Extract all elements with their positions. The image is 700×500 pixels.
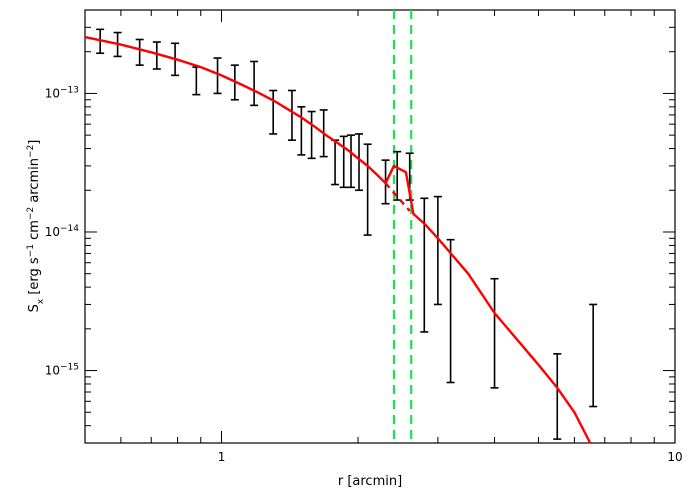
x-axis-label: r [arcmin]	[338, 474, 402, 489]
x-tick-label: 10	[667, 450, 682, 464]
plot-content	[84, 10, 598, 444]
y-axis-label: Sx [erg s−1 cm−2 arcmin−2]	[26, 140, 46, 313]
x-tick-label: 1	[218, 450, 226, 464]
y-tick-label: 10−14	[45, 224, 80, 239]
plot-frame	[84, 9, 676, 444]
y-tick-label: 10−15	[45, 363, 79, 378]
axis-ticks: 1 10 10−15 10−14 10−13	[45, 10, 683, 464]
y-tick-label: 10−13	[45, 85, 79, 100]
model-curve	[84, 35, 592, 444]
